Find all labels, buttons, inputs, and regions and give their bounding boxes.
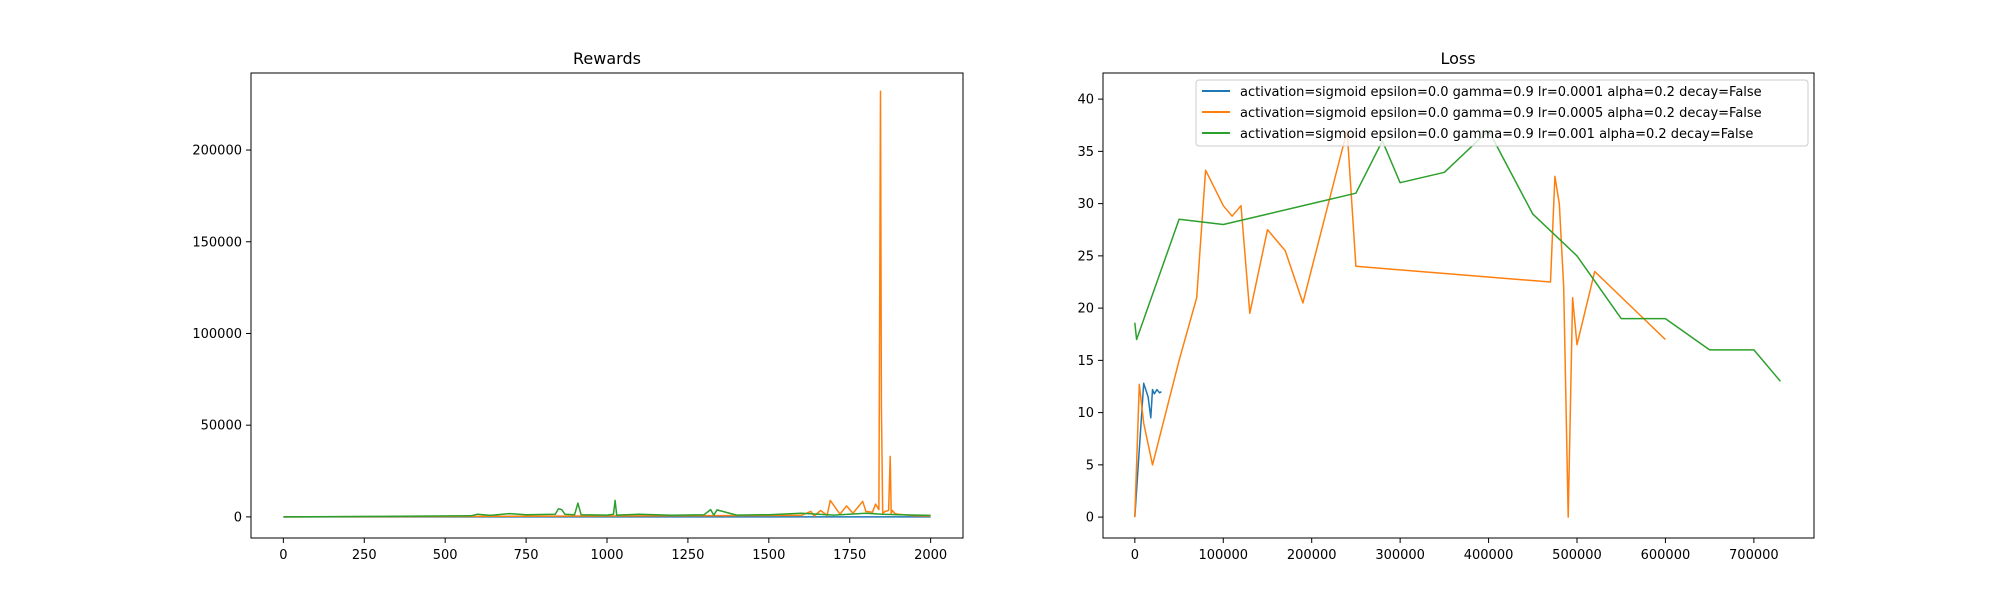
legend-label-1: activation=sigmoid epsilon=0.0 gamma=0.9… — [1240, 106, 1762, 121]
loss-ytick-label: 20 — [1077, 302, 1094, 317]
loss-ytick-label: 15 — [1077, 354, 1094, 369]
loss-series-1-line — [1134, 129, 1666, 518]
loss-chart: Loss 0 100000 200000 300000 400000 500000 6000… — [1077, 49, 1815, 563]
rewards-x-axis: 0 250 500 750 1000 1250 1500 1750 2000 — [279, 538, 947, 563]
rewards-xtick-label: 1500 — [752, 548, 785, 563]
rewards-xtick-label: 750 — [514, 548, 539, 563]
loss-legend: activation=sigmoid epsilon=0.0 gamma=0.9… — [1195, 79, 1809, 147]
loss-series-layer — [1134, 129, 1781, 518]
rewards-xtick-label: 1250 — [671, 548, 704, 563]
rewards-series-2-line — [283, 499, 931, 518]
rewards-series-1-line — [283, 90, 931, 518]
loss-xtick-label: 0 — [1131, 548, 1139, 563]
rewards-ytick-label: 200000 — [192, 144, 242, 159]
loss-ytick-label: 5 — [1086, 458, 1094, 473]
rewards-xtick-label: 500 — [433, 548, 458, 563]
loss-ytick-label: 25 — [1077, 249, 1094, 264]
rewards-y-axis: 0 50000 100000 150000 200000 — [192, 144, 251, 525]
rewards-xtick-label: 0 — [279, 548, 287, 563]
legend-box — [1195, 79, 1809, 147]
loss-xtick-label: 300000 — [1375, 548, 1425, 563]
rewards-xtick-label: 1750 — [833, 548, 866, 563]
loss-ytick-label: 0 — [1086, 511, 1094, 526]
loss-ytick-label: 40 — [1077, 93, 1094, 108]
rewards-ytick-label: 0 — [234, 510, 242, 525]
rewards-ytick-label: 100000 — [192, 327, 242, 342]
loss-xtick-label: 100000 — [1198, 548, 1248, 563]
loss-series-0-line — [1134, 382, 1162, 518]
rewards-ytick-label: 150000 — [192, 235, 242, 250]
legend-label-0: activation=sigmoid epsilon=0.0 gamma=0.9… — [1240, 85, 1762, 100]
rewards-ytick-label: 50000 — [201, 419, 242, 434]
loss-xtick-label: 200000 — [1287, 548, 1337, 563]
loss-chart-title: Loss — [1440, 49, 1475, 68]
loss-xtick-label: 500000 — [1552, 548, 1602, 563]
rewards-xtick-label: 250 — [352, 548, 377, 563]
rewards-chart: Rewards 0 250 500 750 1000 1250 1500 1750 2000 0… — [192, 49, 964, 563]
rewards-chart-title: Rewards — [573, 49, 641, 68]
rewards-xtick-label: 1000 — [590, 548, 623, 563]
rewards-xtick-label: 2000 — [914, 548, 947, 563]
loss-series-2-line — [1134, 129, 1781, 382]
legend-label-2: activation=sigmoid epsilon=0.0 gamma=0.9… — [1240, 127, 1753, 142]
loss-plot-frame — [1102, 72, 1815, 539]
loss-ytick-label: 10 — [1077, 406, 1094, 421]
loss-xtick-label: 600000 — [1641, 548, 1691, 563]
loss-ytick-label: 30 — [1077, 197, 1094, 212]
loss-x-axis: 0 100000 200000 300000 400000 500000 600000 700… — [1131, 538, 1779, 563]
loss-xtick-label: 700000 — [1729, 548, 1779, 563]
loss-ytick-label: 35 — [1077, 145, 1094, 160]
loss-xtick-label: 400000 — [1464, 548, 1514, 563]
rewards-series-layer — [283, 90, 931, 518]
loss-y-axis: 0 5 10 15 20 25 30 35 40 — [1077, 93, 1103, 526]
